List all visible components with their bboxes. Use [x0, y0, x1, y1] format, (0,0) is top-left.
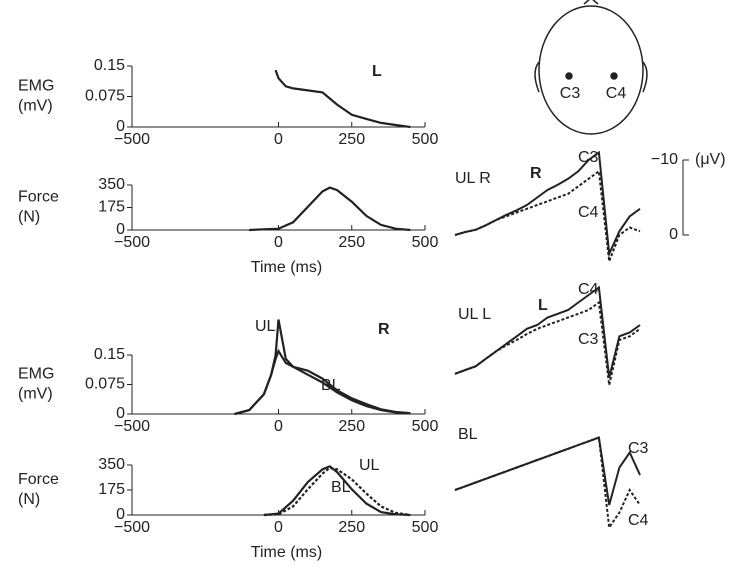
y-tick-label: 350: [98, 176, 125, 193]
series-label: BL: [321, 377, 341, 394]
x-tick-label: 0: [274, 131, 283, 148]
y-axis-label: EMG: [18, 366, 54, 383]
series-label: UL: [255, 318, 276, 335]
series-label: BL: [331, 479, 351, 496]
y-axis-label: (mV): [18, 98, 53, 115]
y-tick-label: 0: [116, 118, 125, 135]
electrode-label: C4: [606, 85, 627, 102]
x-tick-label: −500: [114, 418, 150, 435]
y-tick-label: 0: [116, 405, 125, 422]
y-axis-label: EMG: [18, 78, 54, 95]
x-tick-label: −500: [114, 519, 150, 536]
electrode-trace-label: C3: [578, 331, 599, 348]
annotation: L: [538, 297, 548, 314]
trace-line: [234, 348, 411, 416]
y-tick-label: 0.15: [94, 346, 125, 363]
y-axis-label: Force: [18, 189, 59, 206]
eeg-trace: [454, 169, 641, 262]
x-axis-label: Time (ms): [251, 544, 322, 561]
ear: [534, 61, 540, 93]
electrode: [565, 72, 573, 80]
electrode: [610, 72, 618, 80]
y-tick-label: 175: [98, 481, 125, 498]
y-axis-label: (mV): [18, 386, 53, 403]
electrode-trace-label: C4: [628, 512, 649, 529]
head: [538, 5, 644, 135]
electrode-trace-label: C4: [578, 281, 599, 298]
trace-line: [274, 69, 411, 129]
x-tick-label: 0: [274, 519, 283, 536]
x-tick-label: 250: [338, 234, 365, 251]
x-tick-label: 0: [274, 418, 283, 435]
scale-label: 0: [669, 226, 678, 243]
x-tick-label: 500: [412, 234, 439, 251]
x-tick-label: 250: [338, 519, 365, 536]
x-tick-label: 250: [338, 418, 365, 435]
y-tick-label: 175: [98, 199, 125, 216]
x-tick-label: 500: [412, 131, 439, 148]
eeg-trace: [454, 436, 641, 506]
scale-unit: (μV): [695, 151, 726, 168]
electrode-label: C3: [560, 85, 581, 102]
x-tick-label: 500: [412, 418, 439, 435]
trace-line: [249, 186, 411, 232]
series-label: UL: [359, 457, 380, 474]
x-tick-label: −500: [114, 131, 150, 148]
annotation: BL: [458, 426, 478, 443]
x-tick-label: 500: [412, 519, 439, 536]
annotation: R: [378, 321, 390, 338]
x-tick-label: 0: [274, 234, 283, 251]
nose: [583, 0, 599, 5]
annotation: L: [372, 63, 382, 80]
x-axis-label: Time (ms): [251, 259, 322, 276]
annotation: UL R: [455, 170, 491, 187]
trace-line: [263, 465, 411, 517]
eeg-trace: [454, 436, 641, 531]
electrode-trace-label: C3: [628, 440, 649, 457]
electrode-trace-label: C4: [578, 204, 599, 221]
trace-line: [263, 466, 411, 517]
annotation: UL L: [458, 306, 491, 323]
annotation: R: [530, 165, 542, 182]
y-tick-label: 0.075: [85, 376, 125, 393]
y-tick-label: 0.15: [94, 57, 125, 74]
y-tick-label: 350: [98, 456, 125, 473]
x-tick-label: −500: [114, 234, 150, 251]
eeg-trace: [454, 300, 641, 386]
y-tick-label: 0: [116, 221, 125, 238]
y-axis-label: Force: [18, 471, 59, 488]
y-tick-label: 0: [116, 506, 125, 523]
y-axis-label: (N): [18, 209, 40, 226]
head-diagram: [534, 0, 648, 135]
electrode-trace-label: C3: [578, 149, 599, 166]
y-tick-label: 0.075: [85, 88, 125, 105]
x-tick-label: 250: [338, 131, 365, 148]
eeg-trace: [454, 150, 641, 258]
y-axis-label: (N): [18, 491, 40, 508]
scale-label: −10: [651, 151, 678, 168]
ear: [642, 61, 648, 93]
